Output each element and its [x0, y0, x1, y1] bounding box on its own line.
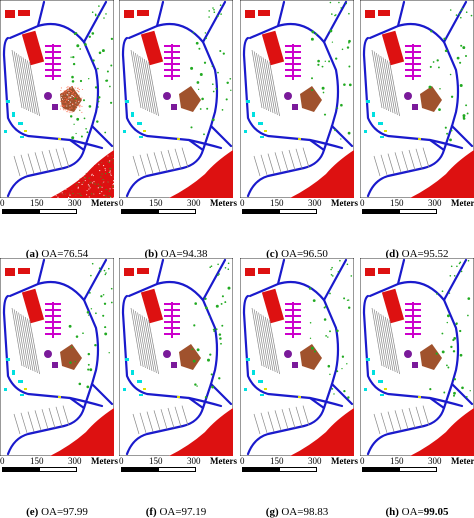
scale-segment-black [121, 209, 158, 214]
caption-letter: (e) [26, 506, 38, 518]
scale-segment-black [242, 209, 279, 214]
scale-bar: 0 150 300 Meters [240, 457, 354, 483]
scale-segment-white [279, 467, 317, 472]
scale-segment-black [2, 467, 39, 472]
scale-tick-150: 150 [390, 199, 404, 208]
caption-letter: (h) [385, 506, 398, 518]
scale-tick-300: 300 [68, 457, 82, 466]
classification-map [119, 258, 233, 456]
caption-value: 97.99 [63, 506, 88, 518]
scale-unit: Meters [210, 199, 237, 208]
scale-tick-300: 300 [68, 199, 82, 208]
caption-metric: OA= [281, 506, 303, 518]
scale-bar: 0 150 300 Meters [119, 457, 233, 483]
scale-bar: 0 150 300 Meters [360, 199, 474, 225]
scale-tick-150: 150 [390, 457, 404, 466]
classification-map [119, 0, 233, 198]
scale-tick-0: 0 [360, 199, 365, 208]
scale-unit: Meters [451, 457, 474, 466]
scale-bar: 0 150 300 Meters [119, 199, 233, 225]
scale-segment-white [399, 467, 437, 472]
scale-segment-black [121, 467, 158, 472]
scale-segment-black [362, 467, 399, 472]
scale-tick-0: 0 [360, 457, 365, 466]
classification-map [0, 258, 114, 456]
scale-tick-150: 150 [149, 457, 163, 466]
caption-letter: (g) [266, 506, 279, 518]
scale-segment-white [158, 467, 196, 472]
classification-map [360, 258, 474, 456]
scale-bar: 0 150 300 Meters [0, 457, 114, 483]
panel-caption: (g) OA=98.83 [240, 506, 354, 518]
scale-bar: 0 150 300 Meters [360, 457, 474, 483]
scale-segment-black [362, 209, 399, 214]
scale-tick-300: 300 [187, 457, 201, 466]
caption-metric: OA= [41, 506, 63, 518]
scale-tick-0: 0 [119, 199, 124, 208]
scale-tick-150: 150 [30, 457, 44, 466]
scale-tick-0: 0 [0, 199, 5, 208]
scale-tick-300: 300 [187, 199, 201, 208]
panel-caption: (h) OA=99.05 [360, 506, 474, 518]
classification-map [240, 0, 354, 198]
scale-segment-white [39, 467, 77, 472]
scale-segment-black [2, 209, 39, 214]
scale-segment-white [279, 209, 317, 214]
caption-value: 99.05 [424, 506, 449, 518]
scale-tick-0: 0 [0, 457, 5, 466]
caption-value: 97.19 [182, 506, 207, 518]
caption-value: 98.83 [303, 506, 328, 518]
scale-tick-150: 150 [30, 199, 44, 208]
scale-tick-300: 300 [428, 457, 442, 466]
panel-caption: (f) OA=97.19 [119, 506, 233, 518]
scale-tick-300: 300 [428, 199, 442, 208]
scale-bar: 0 150 300 Meters [0, 199, 114, 225]
scale-unit: Meters [210, 457, 237, 466]
caption-letter: (f) [146, 506, 157, 518]
scale-unit: Meters [91, 457, 118, 466]
classification-map [240, 258, 354, 456]
scale-tick-300: 300 [308, 457, 322, 466]
scale-segment-white [399, 209, 437, 214]
scale-tick-300: 300 [308, 199, 322, 208]
scale-bar: 0 150 300 Meters [240, 199, 354, 225]
classification-map [360, 0, 474, 198]
scale-tick-150: 150 [149, 199, 163, 208]
scale-segment-white [158, 209, 196, 214]
classification-map [0, 0, 114, 198]
scale-unit: Meters [331, 199, 358, 208]
scale-unit: Meters [91, 199, 118, 208]
scale-tick-0: 0 [119, 457, 124, 466]
scale-tick-0: 0 [240, 199, 245, 208]
scale-unit: Meters [451, 199, 474, 208]
caption-metric: OA= [159, 506, 181, 518]
scale-tick-150: 150 [270, 457, 284, 466]
scale-tick-150: 150 [270, 199, 284, 208]
caption-metric: OA= [402, 506, 424, 518]
panel-caption: (e) OA=97.99 [0, 506, 114, 518]
scale-unit: Meters [331, 457, 358, 466]
scale-tick-0: 0 [240, 457, 245, 466]
scale-segment-black [242, 467, 279, 472]
scale-segment-white [39, 209, 77, 214]
